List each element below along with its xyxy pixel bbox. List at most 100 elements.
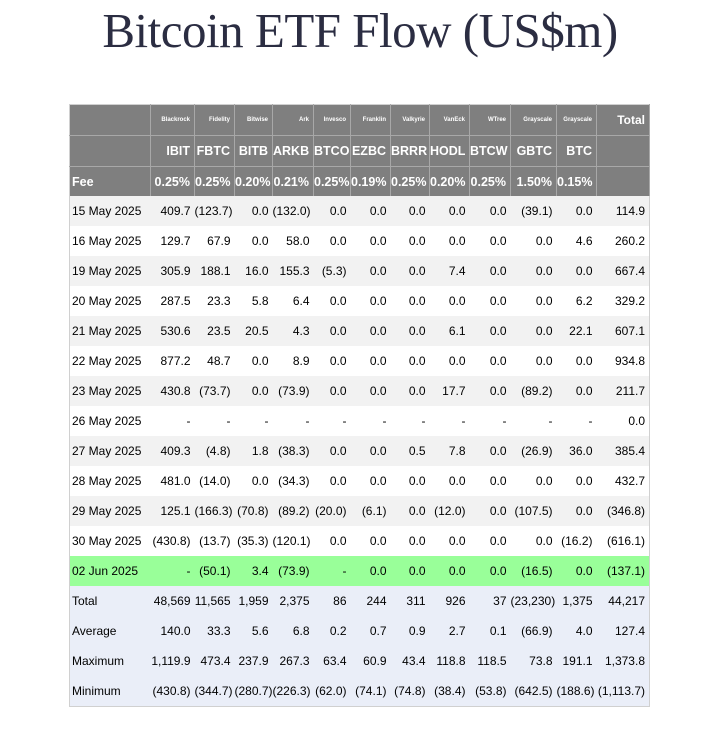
flow-cell: (16.5) [510,556,557,586]
fee-cell: 0.19% [350,166,391,196]
flow-cell: (73.9) [272,376,314,406]
flow-cell: (89.2) [272,496,314,526]
flow-cell: 287.5 [160,294,191,308]
ticker-header-cell: BTC [556,135,597,167]
date-cell: 26 May 2025 [72,414,142,428]
summary-cell: (188.6) [556,676,597,707]
row-total-cell: 934.8 [614,354,645,368]
flow-cell: 0.0 [408,354,426,368]
flow-cell: 0.0 [489,534,507,548]
flow-cell: 0.0 [390,196,430,226]
flow-cell: (107.5) [510,496,557,526]
ticker-header-cell: ARKB [272,135,314,167]
flow-cell: (26.9) [510,436,557,466]
flow-cell: 0.0 [350,376,391,406]
flow-cell: 0.0 [448,294,466,308]
summary-cell: 1,119.9 [150,646,195,676]
manager-header-cell: Fidelity [194,104,235,136]
date-cell: 27 May 2025 [69,436,151,466]
flow-cell: (73.9) [272,556,314,586]
flow-cell: 0.0 [575,354,593,368]
flow-cell: 0.0 [390,496,430,526]
summary-cell: 73.8 [510,646,557,676]
flow-cell: 0.0 [448,354,466,368]
summary-cell: 311 [390,586,430,616]
flow-cell: 0.0 [350,256,391,286]
flow-cell: (89.2) [510,376,557,406]
flow-cell: - [226,414,231,428]
flow-cell: 17.7 [429,376,470,406]
summary-cell: 118.8 [429,646,470,676]
flow-cell: - [305,414,310,428]
row-total-cell: 667.4 [596,256,650,286]
flow-cell: (6.1) [350,496,391,526]
flow-cell: 0.0 [469,376,511,406]
header-corner [69,104,151,136]
flow-cell: 0.5 [390,436,430,466]
flow-cell: 0.0 [350,316,391,346]
flow-cell: 0.0 [429,196,470,226]
flow-cell: (20.0) [313,496,351,526]
fee-cell: 0.20% [234,166,273,196]
summary-cell: (226.3) [272,676,314,707]
summary-label: Minimum [69,676,151,707]
summary-cell: 237.9 [234,646,273,676]
flow-cell: 0.0 [469,196,511,226]
flow-cell: (13.7) [199,534,231,548]
etf-flow-table: Blackrock Fidelity Bitwise Ark Invesco Frankl… [69,104,650,707]
flow-cell: 0.0 [408,294,426,308]
flow-cell: 877.2 [160,354,191,368]
table-row: 19 May 2025 305.9 188.1 16.0 155.3 (5.3) 0.0 0.… [69,256,650,286]
page-title: Bitcoin ETF Flow (US$m) [102,3,618,58]
flow-cell: 0.0 [313,436,351,466]
manager-header-cell: Blackrock [150,104,195,136]
flow-cell: - [461,414,466,428]
flow-cell: 0.0 [350,196,391,226]
date-cell: 19 May 2025 [69,256,151,286]
summary-row: Average 140.0 33.3 5.6 6.8 0.2 0.7 0.9 2.7 0.1 (66… [69,616,650,646]
flow-cell: 0.0 [535,354,553,368]
flow-cell: 0.0 [556,496,597,526]
ticker-header-cell: BRRR [390,135,430,167]
summary-label: Average [69,616,151,646]
summary-cell: 191.1 [556,646,597,676]
flow-cell: 67.9 [207,234,231,248]
date-cell: 15 May 2025 [69,196,151,226]
summary-cell: (344.7) [194,676,235,707]
flow-cell: 155.3 [272,256,314,286]
row-total-cell: 329.2 [614,294,645,308]
table-row: 16 May 2025 129.7 67.9 0.0 58.0 0.0 0.0 0.0 0.0 0… [70,226,650,256]
summary-row: Minimum (430.8) (344.7) (280.7) (226.3) (62.0… [69,676,650,707]
summary-cell: 0.1 [469,616,511,646]
summary-cell: 140.0 [150,616,195,646]
flow-cell: 0.0 [369,354,387,368]
flow-cell: 409.3 [150,436,195,466]
manager-header-row: Blackrock Fidelity Bitwise Ark Invesco Frankl… [69,104,650,136]
flow-cell: 0.0 [369,474,387,488]
fee-cell: 0.25% [150,166,195,196]
fee-label: Fee [69,166,151,196]
table-row: 27 May 2025 409.3 (4.8) 1.8 (38.3) 0.0 0.0 0.5 7… [69,436,650,466]
flow-cell: - [588,414,593,428]
flow-cell: 0.0 [469,436,511,466]
flow-cell: 6.1 [429,316,470,346]
flow-cell: 0.0 [429,556,470,586]
flow-cell: (132.0) [272,196,314,226]
summary-cell: 60.9 [350,646,391,676]
flow-cell: 0.0 [369,234,387,248]
flow-cell: (120.1) [272,534,311,548]
ticker-header-cell: GBTC [510,135,557,167]
flow-cell: 0.0 [469,316,511,346]
flow-cell: 3.4 [234,556,273,586]
flow-cell: 0.0 [234,196,273,226]
summary-cell: 0.2 [313,616,351,646]
flow-cell: 58.0 [286,234,310,248]
summary-cell: 48,569 [150,586,195,616]
flow-cell: 0.0 [329,294,347,308]
flow-cell: 7.8 [429,436,470,466]
flow-cell: 430.8 [150,376,195,406]
flow-cell: 0.0 [556,256,597,286]
fee-cell: 0.25% [469,166,511,196]
summary-cell: 11,565 [194,586,235,616]
table-row: 29 May 2025 125.1 (166.3) (70.8) (89.2) (20.0… [69,496,650,526]
